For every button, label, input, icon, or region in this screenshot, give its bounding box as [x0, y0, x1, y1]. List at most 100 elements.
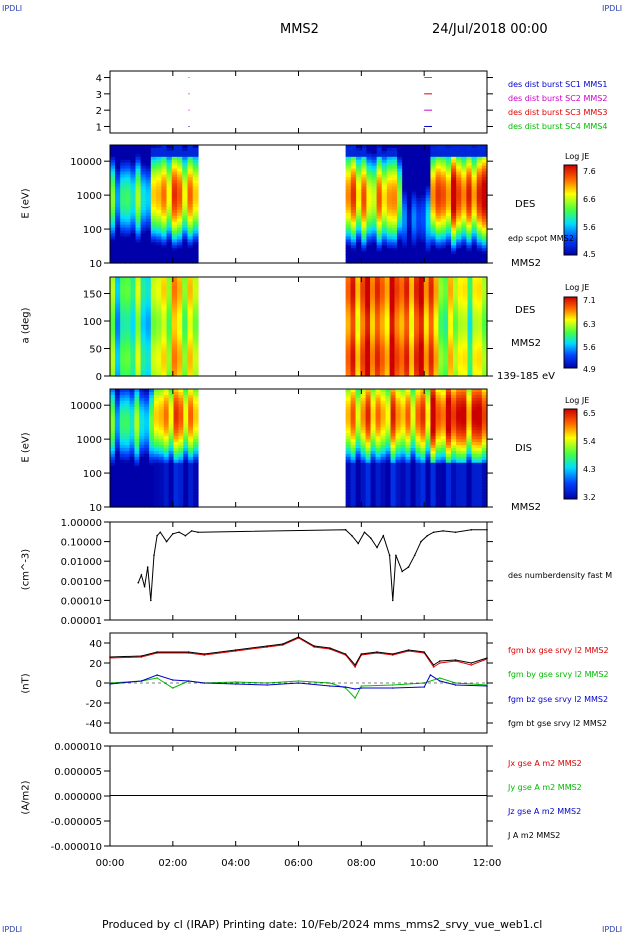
dis_energy-cell	[129, 436, 136, 440]
des_energy-cell	[156, 251, 162, 255]
dis_energy-cell	[124, 397, 131, 402]
dis_energy-cell	[158, 439, 165, 443]
des_energy-cell	[445, 192, 452, 196]
dis_energy-cell	[119, 445, 126, 449]
dis_energy-cell	[355, 421, 362, 425]
des_energy-cell	[397, 257, 403, 261]
dis_energy-cell	[390, 465, 397, 470]
dis_energy-cell	[370, 492, 377, 496]
des_pitch-cell	[384, 296, 391, 300]
des_energy-cell	[435, 221, 442, 226]
des_pitch-cell	[443, 368, 449, 372]
des_energy-cell	[376, 198, 383, 202]
des_pitch-cell	[370, 319, 376, 323]
des_energy-cell	[187, 204, 194, 208]
dis_energy-cell	[385, 489, 392, 493]
des_energy-cell	[425, 201, 432, 205]
des_energy-cell	[140, 227, 147, 232]
des_pitch-cell	[482, 373, 488, 377]
dis_energy-cell	[114, 495, 121, 499]
des_energy-cell	[120, 242, 126, 246]
dis_energy-cell	[124, 495, 131, 499]
des_energy-cell	[166, 239, 173, 243]
dis_energy-cell	[375, 430, 382, 434]
des_energy-cell	[416, 177, 422, 181]
des_energy-cell	[110, 215, 116, 220]
des_energy-cell	[481, 156, 488, 161]
des_energy-cell	[476, 233, 483, 238]
des_pitch-cell	[472, 348, 478, 352]
des_pitch-cell	[448, 321, 454, 325]
dis_energy-cell	[134, 477, 140, 482]
dis_energy-cell	[183, 483, 189, 487]
dis_energy-cell	[390, 445, 397, 449]
des_pitch-cell	[192, 286, 199, 290]
des_pitch-cell	[399, 321, 405, 325]
des_pitch-cell	[120, 328, 126, 333]
des_energy-cell	[187, 145, 194, 149]
des_pitch-cell	[145, 356, 152, 360]
des_energy-cell	[425, 174, 432, 179]
des_pitch-cell	[171, 277, 178, 281]
des_pitch-cell	[482, 314, 488, 318]
des_pitch-cell	[187, 348, 194, 352]
des_pitch-cell	[135, 279, 142, 283]
des_pitch-cell	[140, 277, 147, 281]
des_pitch-cell	[384, 309, 391, 313]
des_pitch-cell	[394, 371, 400, 375]
des_energy-cell	[192, 227, 199, 232]
des_pitch-cell	[414, 284, 420, 288]
dis_energy-cell	[415, 430, 422, 434]
dis_energy-cell	[370, 498, 377, 502]
des_energy-cell	[411, 251, 417, 255]
des_energy-cell	[120, 186, 126, 190]
des_energy-cell	[381, 251, 388, 255]
des_pitch-cell	[161, 284, 168, 288]
des_pitch-cell	[177, 281, 183, 286]
dis_energy-cell	[350, 492, 357, 496]
des_energy-cell	[411, 218, 417, 223]
des_energy-cell	[345, 245, 352, 249]
des_pitch-cell	[370, 311, 376, 315]
dis_energy-cell	[139, 445, 145, 449]
des_pitch-cell	[166, 291, 173, 295]
dis_energy-cell	[385, 504, 392, 508]
dis_energy-cell	[139, 409, 145, 414]
dis_energy-cell	[390, 471, 397, 476]
des_pitch-cell	[355, 341, 361, 345]
des_energy-cell	[440, 227, 447, 232]
des_pitch-cell	[145, 363, 152, 367]
des_pitch-cell	[433, 336, 440, 340]
des_pitch-cell	[365, 328, 371, 333]
dis_energy-cell	[139, 439, 145, 443]
dis_energy-cell	[400, 477, 407, 482]
dis_energy-cell	[134, 504, 140, 508]
des_pitch-cell	[404, 284, 410, 288]
des_pitch-cell	[414, 333, 420, 337]
des_pitch-cell	[350, 306, 356, 310]
des_pitch-cell	[423, 299, 430, 303]
des_pitch-cell	[345, 373, 352, 377]
dis_energy-cell	[385, 450, 392, 455]
des_energy-cell	[461, 189, 468, 193]
des_pitch-cell	[423, 341, 430, 345]
des_energy-cell	[371, 227, 378, 232]
des_energy-cell	[440, 159, 447, 164]
dis_energy-cell	[144, 421, 150, 425]
des_pitch-cell	[467, 284, 474, 288]
des_pitch-cell	[389, 371, 396, 375]
des_pitch-cell	[404, 324, 410, 328]
dis_energy-cell	[139, 474, 145, 479]
des_pitch-cell	[423, 304, 430, 308]
des_energy-cell	[166, 233, 173, 238]
des_energy-cell	[115, 145, 121, 149]
des_energy-cell	[461, 204, 468, 208]
des_energy-cell	[481, 251, 488, 255]
dis_energy-cell	[153, 424, 160, 428]
des_energy-cell	[386, 236, 393, 240]
des_energy-cell	[406, 260, 413, 264]
des_pitch-cell	[350, 309, 356, 313]
dis_energy-cell	[415, 412, 422, 417]
des_pitch-cell	[345, 366, 352, 370]
des_energy-cell	[406, 245, 413, 249]
